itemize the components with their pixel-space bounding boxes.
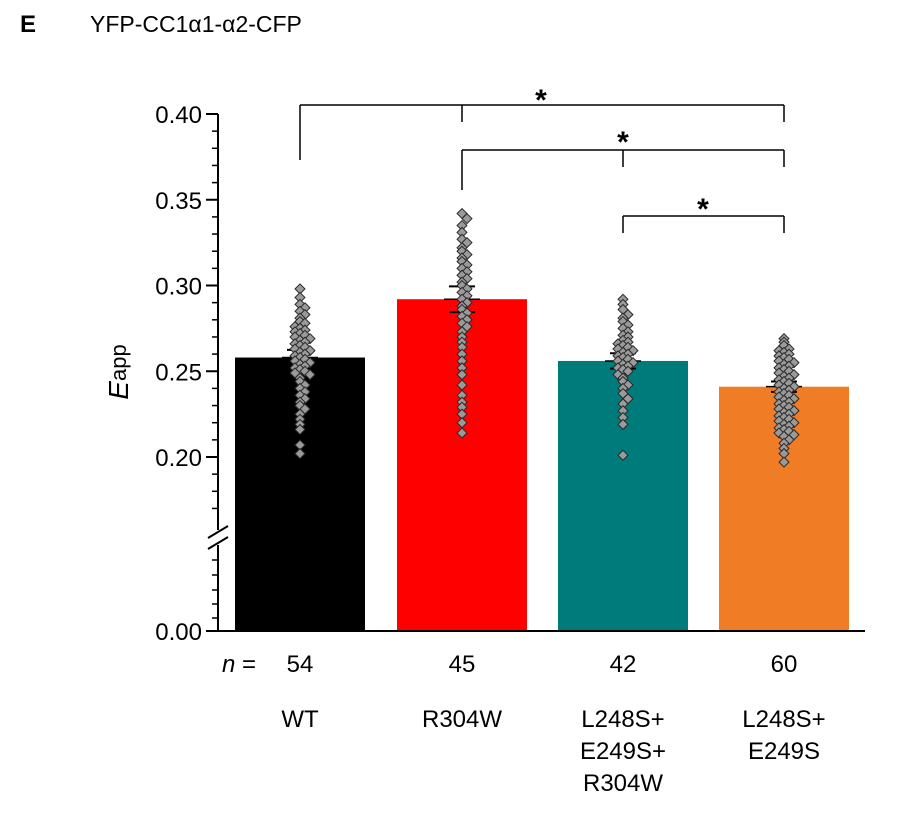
data-point bbox=[617, 418, 629, 431]
data-point bbox=[456, 401, 468, 413]
x-axis-labels: 54 WT 45 R304W 42 L248S+ E249S+ R304W 60 L248S+ E2… bbox=[222, 651, 826, 797]
points-layer bbox=[289, 207, 800, 468]
y-tick-label: 0.25 bbox=[155, 359, 202, 386]
figure-title: YFP-CC1α1-α2-CFP bbox=[90, 11, 302, 37]
significance-star: * bbox=[617, 126, 629, 159]
y-axis: 0.20 0.25 0.30 0.35 0.40 0.00 bbox=[155, 102, 865, 646]
data-point bbox=[456, 226, 468, 238]
data-point bbox=[456, 417, 468, 429]
y-tick-label: 0.00 bbox=[155, 619, 202, 646]
data-point bbox=[456, 362, 468, 374]
data-point bbox=[456, 219, 468, 232]
category-label-2: E249S+ bbox=[580, 738, 666, 765]
category-label-3: L248S+ bbox=[742, 706, 825, 733]
data-point bbox=[617, 449, 629, 461]
data-point bbox=[456, 369, 468, 381]
data-point bbox=[778, 456, 790, 468]
data-point bbox=[294, 439, 306, 451]
data-point bbox=[778, 447, 790, 460]
panel-label: E bbox=[20, 11, 36, 38]
y-axis-label: Eapp bbox=[103, 344, 134, 399]
data-point bbox=[456, 379, 468, 391]
data-point bbox=[294, 283, 306, 295]
bar-chart: 0.20 0.25 0.30 0.35 0.40 0.00 * * * 54 WT 45 R304W… bbox=[103, 84, 865, 797]
n-prefix: n = bbox=[222, 651, 256, 678]
data-point bbox=[617, 411, 629, 424]
y-tick-label: 0.40 bbox=[155, 102, 202, 129]
data-point bbox=[294, 423, 306, 436]
data-point bbox=[294, 447, 306, 460]
n-label-2: 42 bbox=[610, 651, 637, 678]
data-point bbox=[456, 389, 468, 401]
category-label-2: L248S+ bbox=[581, 706, 664, 733]
y-tick-label: 0.20 bbox=[155, 445, 202, 472]
n-label-1: 45 bbox=[449, 651, 476, 678]
significance-star: * bbox=[535, 84, 547, 117]
data-point bbox=[617, 405, 629, 417]
data-point bbox=[461, 212, 473, 225]
n-label-0: 54 bbox=[287, 651, 314, 678]
y-tick-label: 0.35 bbox=[155, 188, 202, 215]
data-point bbox=[456, 427, 468, 439]
category-label-0: WT bbox=[281, 706, 319, 733]
category-label-1: R304W bbox=[422, 706, 502, 733]
category-label-2: R304W bbox=[583, 770, 663, 797]
significance-brackets: * * * bbox=[299, 84, 785, 233]
data-point bbox=[617, 398, 629, 410]
data-point bbox=[622, 365, 634, 377]
data-point bbox=[456, 341, 468, 353]
data-point bbox=[456, 348, 468, 360]
y-tick-label: 0.30 bbox=[155, 274, 202, 301]
data-point bbox=[294, 291, 306, 304]
n-label-3: 60 bbox=[771, 651, 798, 678]
data-point bbox=[304, 369, 316, 381]
data-point bbox=[456, 355, 468, 367]
axis-break-mark bbox=[207, 525, 229, 539]
data-point bbox=[456, 408, 468, 420]
axis-break-mark bbox=[207, 536, 229, 550]
significance-star: * bbox=[697, 193, 709, 226]
bars-layer bbox=[235, 299, 849, 631]
category-label-3: E249S bbox=[748, 738, 820, 765]
